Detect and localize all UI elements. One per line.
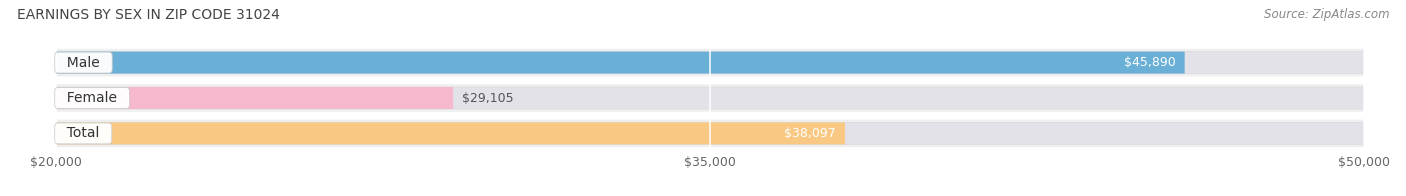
FancyBboxPatch shape	[56, 122, 1364, 144]
Text: $45,890: $45,890	[1123, 56, 1175, 69]
FancyBboxPatch shape	[56, 52, 1364, 74]
FancyBboxPatch shape	[56, 52, 1185, 74]
Text: Male: Male	[58, 56, 108, 70]
FancyBboxPatch shape	[56, 49, 1364, 76]
Text: Source: ZipAtlas.com: Source: ZipAtlas.com	[1264, 8, 1389, 21]
Text: EARNINGS BY SEX IN ZIP CODE 31024: EARNINGS BY SEX IN ZIP CODE 31024	[17, 8, 280, 22]
FancyBboxPatch shape	[56, 87, 1364, 109]
Text: $38,097: $38,097	[785, 127, 835, 140]
FancyBboxPatch shape	[56, 120, 1364, 147]
FancyBboxPatch shape	[56, 87, 453, 109]
Text: Female: Female	[58, 91, 127, 105]
FancyBboxPatch shape	[56, 84, 1364, 112]
Text: $29,105: $29,105	[463, 92, 513, 104]
Text: Total: Total	[58, 126, 108, 140]
FancyBboxPatch shape	[56, 122, 845, 144]
